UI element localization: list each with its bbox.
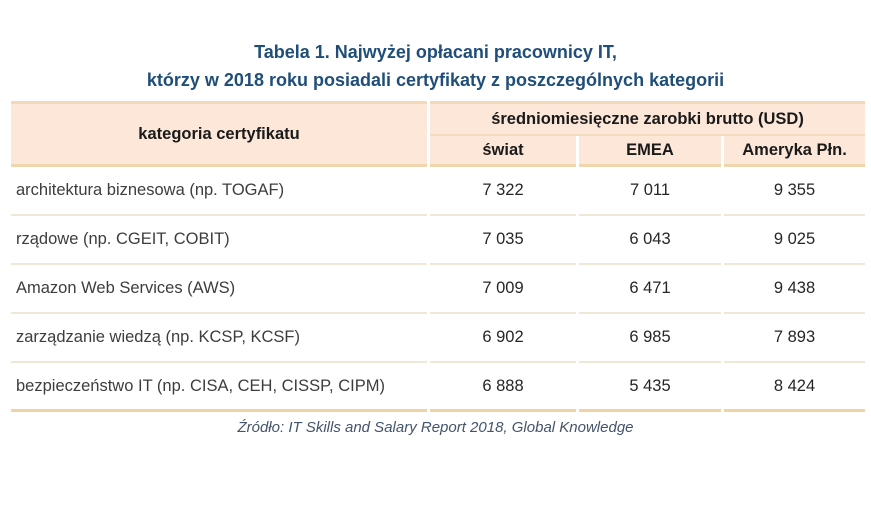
cell-emea: 6 043 [579, 216, 721, 265]
cell-category: rządowe (np. CGEIT, COBIT) [11, 216, 427, 265]
cell-swiat: 7 009 [430, 265, 576, 314]
table-row: Amazon Web Services (AWS) 7 009 6 471 9 … [11, 265, 866, 314]
header-row-regions: świat EMEA Ameryka Płn. [11, 136, 866, 167]
cell-ameryka: 7 893 [724, 314, 866, 363]
cell-emea: 7 011 [579, 167, 721, 216]
cell-swiat: 7 322 [430, 167, 576, 216]
header-swiat: świat [430, 136, 576, 167]
cell-swiat: 7 035 [430, 216, 576, 265]
cell-category: architektura biznesowa (np. TOGAF) [11, 167, 427, 216]
cell-ameryka: 9 025 [724, 216, 866, 265]
cell-category: bezpieczeństwo IT (np. CISA, CEH, CISSP,… [11, 363, 427, 412]
cell-swiat: 6 888 [430, 363, 576, 412]
cell-ameryka: 9 438 [724, 265, 866, 314]
cell-ameryka: 9 355 [724, 167, 866, 216]
cell-swiat: 6 902 [430, 314, 576, 363]
header-emea: EMEA [579, 136, 721, 167]
header-group-salary: średniomiesięczne zarobki brutto (USD) [430, 101, 866, 136]
cell-emea: 6 471 [579, 265, 721, 314]
salary-table: kategoria certyfikatu średniomiesięczne … [8, 101, 868, 412]
header-category: kategoria certyfikatu [11, 101, 427, 167]
header-ameryka-pln: Ameryka Płn. [724, 136, 866, 167]
table-title-line2: którzy w 2018 roku posiadali certyfikaty… [146, 70, 725, 90]
table-row: zarządzanie wiedzą (np. KCSP, KCSF) 6 90… [11, 314, 866, 363]
cell-emea: 6 985 [579, 314, 721, 363]
table-row: bezpieczeństwo IT (np. CISA, CEH, CISSP,… [11, 363, 866, 412]
header-row-group: kategoria certyfikatu średniomiesięczne … [11, 101, 866, 167]
table-title-line1: Tabela 1. Najwyżej opłacani pracownicy I… [254, 42, 617, 62]
cell-emea: 5 435 [579, 363, 721, 412]
table-row: rządowe (np. CGEIT, COBIT) 7 035 6 043 9… [11, 216, 866, 265]
source-note: Źródło: IT Skills and Salary Report 2018… [237, 419, 634, 436]
cell-category: zarządzanie wiedzą (np. KCSP, KCSF) [11, 314, 427, 363]
table-title: Tabela 1. Najwyżej opłacani pracownicy I… [0, 0, 871, 94]
table-row: architektura biznesowa (np. TOGAF) 7 322… [11, 167, 866, 216]
cell-category: Amazon Web Services (AWS) [11, 265, 427, 314]
cell-ameryka: 8 424 [724, 363, 866, 412]
